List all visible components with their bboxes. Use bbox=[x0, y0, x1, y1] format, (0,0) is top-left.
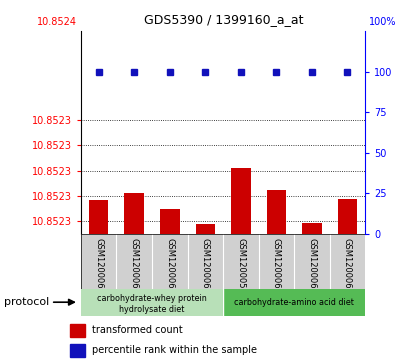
Text: GSM1200061: GSM1200061 bbox=[308, 238, 316, 294]
Bar bbox=[223, 289, 365, 316]
Bar bbox=[70, 344, 85, 357]
Bar bbox=[70, 324, 85, 337]
Bar bbox=[338, 199, 357, 234]
Bar bbox=[266, 189, 286, 234]
Bar bbox=[195, 224, 215, 234]
Text: protocol: protocol bbox=[4, 297, 49, 307]
Bar bbox=[89, 200, 108, 234]
Text: GSM1200065: GSM1200065 bbox=[165, 238, 174, 294]
Text: percentile rank within the sample: percentile rank within the sample bbox=[92, 345, 257, 355]
Text: GSM1200059: GSM1200059 bbox=[236, 238, 245, 294]
Text: 10.8524: 10.8524 bbox=[37, 17, 77, 27]
Text: transformed count: transformed count bbox=[92, 325, 183, 335]
Text: 100%: 100% bbox=[369, 17, 397, 27]
Text: hydrolysate diet: hydrolysate diet bbox=[119, 305, 185, 314]
Bar bbox=[124, 193, 144, 234]
Text: GSM1200064: GSM1200064 bbox=[130, 238, 139, 294]
Bar bbox=[81, 289, 223, 316]
Text: GSM1200066: GSM1200066 bbox=[201, 238, 210, 294]
Text: carbohydrate-amino acid diet: carbohydrate-amino acid diet bbox=[234, 298, 354, 307]
Text: GSM1200060: GSM1200060 bbox=[272, 238, 281, 294]
Bar bbox=[231, 168, 251, 234]
Text: GSM1200063: GSM1200063 bbox=[94, 238, 103, 294]
Text: GDS5390 / 1399160_a_at: GDS5390 / 1399160_a_at bbox=[144, 13, 304, 26]
Text: carbohydrate-whey protein: carbohydrate-whey protein bbox=[97, 294, 207, 303]
Bar bbox=[302, 223, 322, 234]
Text: GSM1200062: GSM1200062 bbox=[343, 238, 352, 294]
Bar bbox=[160, 209, 180, 234]
